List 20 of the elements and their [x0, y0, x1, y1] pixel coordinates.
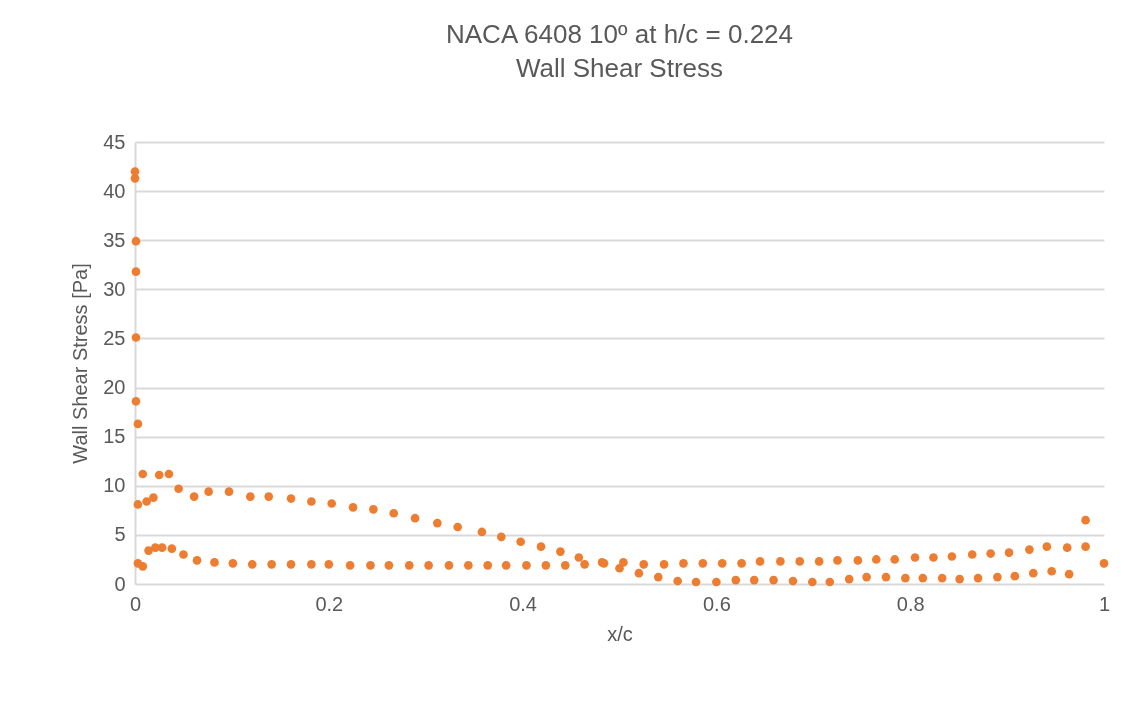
x-tick-label: 1: [1098, 592, 1111, 615]
x-tick-label: 0.4: [509, 592, 538, 615]
chart-subtitle: Wall Shear Stress: [515, 53, 724, 83]
x-axis-title: x/c: [607, 622, 633, 645]
y-tick-label: 25: [103, 326, 126, 349]
chart-title: NACA 6408 10º at h/c = 0.224: [445, 19, 794, 49]
y-tick-label: 20: [103, 376, 126, 399]
x-tick-label: 0.2: [315, 592, 344, 615]
y-axis-title: Wall Shear Stress [Pa]: [69, 263, 92, 464]
x-tick-label: 0.8: [896, 592, 925, 615]
x-tick-label: 0: [129, 592, 142, 615]
y-tick-label: 15: [103, 425, 126, 448]
y-tick-label: 5: [114, 523, 126, 546]
y-tick-label: 40: [103, 179, 126, 202]
y-tick-label: 30: [103, 277, 126, 300]
x-tick-label: 0.6: [702, 592, 731, 615]
y-tick-label: 45: [103, 130, 126, 153]
y-tick-label: 0: [114, 572, 126, 595]
y-tick-label: 10: [103, 474, 126, 497]
y-tick-label: 35: [103, 228, 126, 251]
